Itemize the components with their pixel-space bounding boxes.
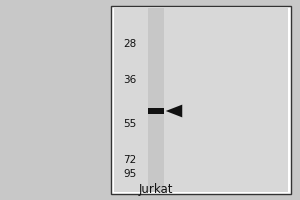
Text: 72: 72 <box>123 155 136 165</box>
Text: 36: 36 <box>123 75 136 85</box>
Text: 55: 55 <box>123 119 136 129</box>
Bar <box>111 6 291 194</box>
Bar <box>148 108 164 114</box>
Polygon shape <box>166 105 182 117</box>
Text: Jurkat: Jurkat <box>139 183 173 196</box>
Bar <box>148 8 164 192</box>
Bar <box>114 8 288 192</box>
Text: 95: 95 <box>123 169 136 179</box>
Text: 28: 28 <box>123 39 136 49</box>
